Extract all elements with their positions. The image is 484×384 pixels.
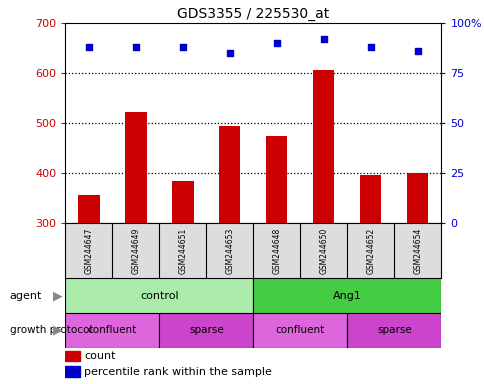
Text: confluent: confluent — [275, 325, 324, 335]
Bar — [253, 278, 440, 313]
Text: Ang1: Ang1 — [332, 291, 361, 301]
Text: GSM244652: GSM244652 — [365, 227, 375, 274]
Bar — [407, 173, 427, 223]
Text: GSM244647: GSM244647 — [84, 227, 93, 274]
Bar — [253, 313, 347, 348]
Text: sparse: sparse — [376, 325, 411, 335]
Title: GDS3355 / 225530_at: GDS3355 / 225530_at — [177, 7, 329, 21]
Text: agent: agent — [10, 291, 42, 301]
Bar — [313, 71, 334, 223]
Text: percentile rank within the sample: percentile rank within the sample — [84, 367, 272, 377]
Bar — [159, 313, 253, 348]
Text: ▶: ▶ — [53, 324, 63, 337]
Text: GSM244648: GSM244648 — [272, 227, 281, 274]
Point — [179, 44, 186, 50]
Bar — [65, 351, 79, 361]
Point — [319, 36, 327, 42]
Point — [413, 48, 421, 54]
Bar — [65, 278, 253, 313]
Text: sparse: sparse — [189, 325, 223, 335]
Bar — [78, 195, 99, 223]
Text: GSM244650: GSM244650 — [319, 227, 328, 274]
Point — [132, 44, 139, 50]
Bar — [65, 313, 159, 348]
Text: ▶: ▶ — [53, 289, 63, 302]
Point — [272, 40, 280, 46]
Text: confluent: confluent — [88, 325, 137, 335]
Bar — [125, 112, 146, 223]
Text: GSM244654: GSM244654 — [412, 227, 422, 274]
Point — [226, 50, 233, 56]
Bar — [347, 313, 440, 348]
Text: count: count — [84, 351, 116, 361]
Bar — [172, 181, 193, 223]
Text: GSM244653: GSM244653 — [225, 227, 234, 274]
Bar — [219, 126, 240, 223]
Bar — [360, 175, 380, 223]
Text: GSM244651: GSM244651 — [178, 227, 187, 274]
Point — [85, 44, 92, 50]
Text: GSM244649: GSM244649 — [131, 227, 140, 274]
Text: control: control — [140, 291, 179, 301]
Text: growth protocol: growth protocol — [10, 325, 92, 335]
Bar — [266, 136, 287, 223]
Bar — [65, 366, 79, 377]
Point — [366, 44, 374, 50]
